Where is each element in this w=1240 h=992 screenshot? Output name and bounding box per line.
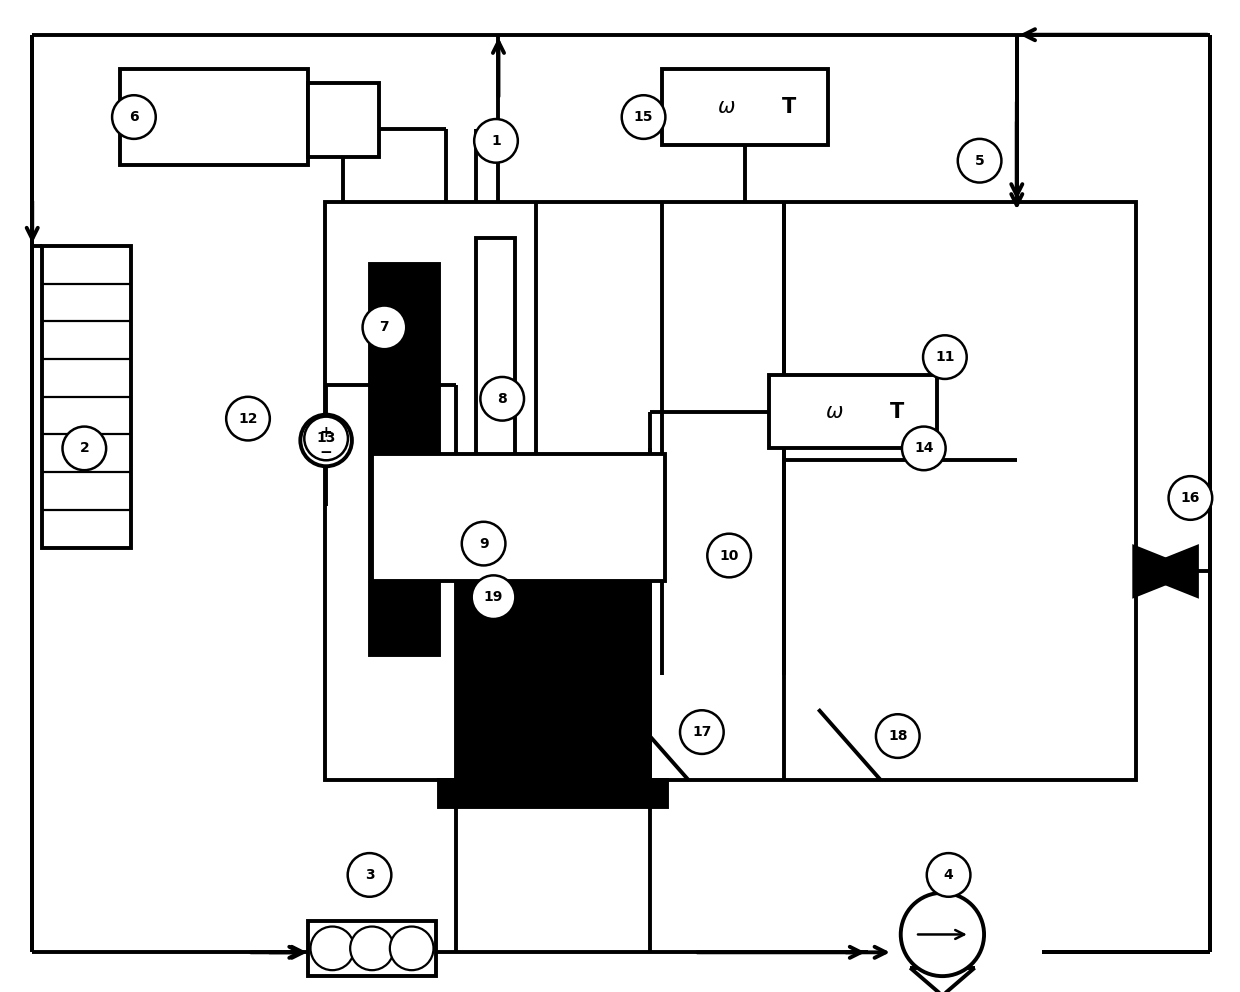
Text: 10: 10 <box>719 549 739 562</box>
Text: 7: 7 <box>379 320 389 334</box>
Bar <box>372 454 665 581</box>
Circle shape <box>389 927 434 970</box>
Circle shape <box>461 522 506 565</box>
Circle shape <box>875 714 920 758</box>
Circle shape <box>300 415 352 466</box>
Circle shape <box>680 710 724 754</box>
Bar <box>325 202 1136 780</box>
Circle shape <box>900 893 985 976</box>
Circle shape <box>362 306 407 349</box>
Bar <box>456 575 650 780</box>
Text: 18: 18 <box>888 729 908 743</box>
Text: 2: 2 <box>79 441 89 455</box>
Text: 6: 6 <box>129 110 139 124</box>
Text: 12: 12 <box>238 412 258 426</box>
Circle shape <box>62 427 107 470</box>
Text: 16: 16 <box>1180 491 1200 505</box>
Text: −: − <box>320 444 332 460</box>
Bar <box>308 921 436 976</box>
Circle shape <box>304 417 348 460</box>
Bar <box>662 69 828 145</box>
Text: 14: 14 <box>914 441 934 455</box>
Text: 8: 8 <box>497 392 507 406</box>
Circle shape <box>474 119 518 163</box>
Bar <box>370 264 439 655</box>
Circle shape <box>310 927 355 970</box>
Bar <box>42 246 131 548</box>
Bar <box>308 83 379 157</box>
Circle shape <box>226 397 270 440</box>
Circle shape <box>471 575 516 619</box>
Text: 19: 19 <box>484 590 503 604</box>
Text: $\omega$: $\omega$ <box>718 97 735 117</box>
Circle shape <box>112 95 156 139</box>
Circle shape <box>480 377 525 421</box>
Text: 4: 4 <box>944 868 954 882</box>
Text: 9: 9 <box>479 537 489 551</box>
Text: 17: 17 <box>692 725 712 739</box>
Circle shape <box>347 853 392 897</box>
Circle shape <box>957 139 1002 183</box>
Circle shape <box>923 335 967 379</box>
Bar <box>439 780 667 807</box>
Text: 3: 3 <box>365 868 374 882</box>
Bar <box>769 375 937 448</box>
Polygon shape <box>1133 546 1198 597</box>
Text: $\omega$: $\omega$ <box>826 402 843 422</box>
Circle shape <box>901 427 946 470</box>
Bar <box>120 69 308 165</box>
Circle shape <box>707 534 751 577</box>
Circle shape <box>1168 476 1213 520</box>
Text: 15: 15 <box>634 110 653 124</box>
Circle shape <box>926 853 971 897</box>
Text: 1: 1 <box>491 134 501 148</box>
Text: +: + <box>320 425 332 440</box>
Text: 5: 5 <box>975 154 985 168</box>
Text: 13: 13 <box>316 432 336 445</box>
Circle shape <box>350 927 394 970</box>
Polygon shape <box>1133 546 1198 597</box>
Text: 11: 11 <box>935 350 955 364</box>
Bar <box>476 238 515 615</box>
Text: T: T <box>781 97 796 117</box>
Text: T: T <box>889 402 904 422</box>
Circle shape <box>621 95 666 139</box>
